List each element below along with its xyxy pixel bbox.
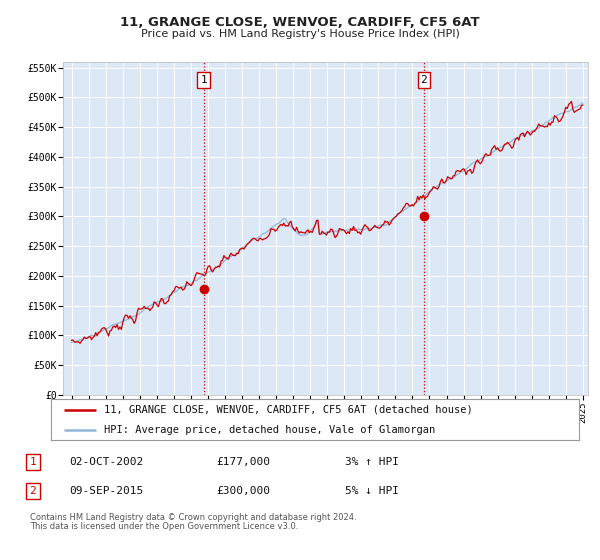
Text: £177,000: £177,000 — [216, 457, 270, 467]
Text: Price paid vs. HM Land Registry's House Price Index (HPI): Price paid vs. HM Land Registry's House … — [140, 29, 460, 39]
Text: 1: 1 — [200, 75, 207, 85]
Text: Contains HM Land Registry data © Crown copyright and database right 2024.: Contains HM Land Registry data © Crown c… — [30, 513, 356, 522]
Text: 11, GRANGE CLOSE, WENVOE, CARDIFF, CF5 6AT (detached house): 11, GRANGE CLOSE, WENVOE, CARDIFF, CF5 6… — [104, 405, 473, 415]
Text: 09-SEP-2015: 09-SEP-2015 — [69, 486, 143, 496]
Text: 11, GRANGE CLOSE, WENVOE, CARDIFF, CF5 6AT: 11, GRANGE CLOSE, WENVOE, CARDIFF, CF5 6… — [120, 16, 480, 29]
Text: 2: 2 — [29, 486, 37, 496]
Text: £300,000: £300,000 — [216, 486, 270, 496]
Text: 5% ↓ HPI: 5% ↓ HPI — [345, 486, 399, 496]
Text: 1: 1 — [29, 457, 37, 467]
Text: HPI: Average price, detached house, Vale of Glamorgan: HPI: Average price, detached house, Vale… — [104, 425, 435, 435]
Text: This data is licensed under the Open Government Licence v3.0.: This data is licensed under the Open Gov… — [30, 522, 298, 531]
Text: 2: 2 — [421, 75, 427, 85]
Text: 02-OCT-2002: 02-OCT-2002 — [69, 457, 143, 467]
Text: 3% ↑ HPI: 3% ↑ HPI — [345, 457, 399, 467]
